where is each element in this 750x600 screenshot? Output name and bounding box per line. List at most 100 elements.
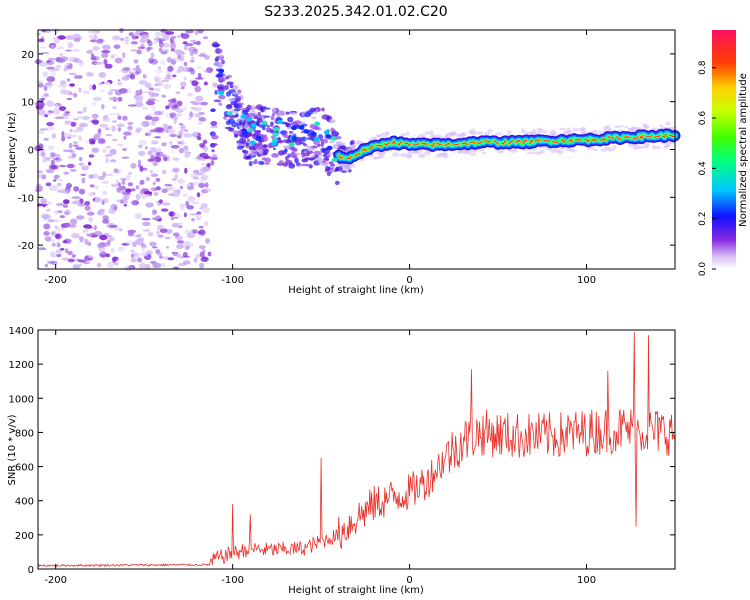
transition-speckle — [249, 149, 257, 156]
snr-y-tick-label: 1400 — [9, 326, 34, 337]
transition-speckle — [210, 125, 219, 129]
noise-speckle — [189, 101, 197, 104]
noise-speckle — [59, 215, 65, 219]
noise-speckle — [186, 183, 191, 187]
ridge-halo — [382, 135, 388, 138]
noise-speckle — [195, 172, 203, 176]
noise-speckle — [47, 126, 55, 131]
noise-speckle — [102, 44, 111, 50]
ridge-halo — [373, 156, 378, 161]
noise-speckle — [102, 219, 110, 224]
noise-speckle — [37, 109, 46, 116]
noise-speckle — [150, 52, 155, 58]
noise-speckle — [112, 120, 118, 123]
snr-y-tick-label: 800 — [15, 428, 34, 439]
noise-speckle — [198, 234, 203, 239]
noise-speckle — [121, 242, 130, 246]
noise-speckle — [163, 42, 170, 48]
noise-speckle — [88, 84, 93, 91]
ridge-halo — [521, 128, 525, 134]
transition-speckle — [291, 147, 298, 153]
noise-speckle — [125, 174, 132, 181]
transition-blob — [298, 125, 305, 130]
noise-speckle — [78, 263, 82, 267]
ridge-halo — [400, 133, 407, 137]
transition-speckle — [254, 145, 262, 150]
noise-speckle — [203, 146, 209, 153]
noise-speckle — [153, 111, 162, 116]
noise-speckle — [204, 221, 209, 227]
ridge-halo — [435, 134, 442, 137]
noise-speckle — [149, 59, 159, 65]
noise-speckle — [55, 104, 59, 111]
ridge-halo — [530, 148, 538, 152]
snr-panel: -200 -100 0 100 0 200 400 600 800 1000 1200 1400 H… — [7, 326, 676, 596]
noise-speckle — [167, 125, 173, 129]
noise-speckle — [81, 177, 86, 184]
noise-speckle — [113, 261, 119, 266]
transition-speckle — [301, 153, 306, 158]
noise-speckle — [41, 52, 50, 54]
spectrogram-x-tick-label: 100 — [577, 275, 596, 286]
noise-speckle — [45, 182, 52, 187]
noise-speckle — [105, 173, 114, 176]
noise-speckle — [53, 174, 58, 181]
noise-speckle — [198, 182, 206, 189]
noise-speckle — [167, 102, 177, 108]
transition-speckle — [247, 131, 252, 136]
noise-speckle — [42, 71, 49, 77]
noise-speckle — [47, 57, 56, 61]
noise-speckle — [76, 75, 80, 79]
noise-speckle — [199, 251, 205, 258]
noise-speckle — [92, 29, 99, 35]
ridge-halo — [559, 127, 566, 131]
transition-blob — [291, 136, 298, 141]
transition-speckle — [236, 140, 240, 143]
ridge-halo — [614, 125, 620, 129]
noise-speckle — [73, 92, 78, 98]
transition-blob — [303, 129, 310, 134]
spectrogram-x-label: Height of straight line (km) — [288, 285, 424, 296]
noise-speckle — [142, 229, 151, 232]
transition-speckle — [335, 166, 343, 172]
noise-speckle — [73, 141, 78, 144]
noise-speckle — [141, 217, 151, 221]
transition-speckle — [271, 112, 276, 117]
noise-speckle — [154, 31, 162, 37]
snr-y-ticks: 0 200 400 600 800 1000 1200 1400 — [9, 326, 675, 576]
transition-speckle — [250, 110, 256, 113]
noise-speckle — [103, 58, 108, 65]
noise-speckle — [56, 226, 61, 233]
transition-speckle — [209, 156, 218, 161]
noise-speckle — [196, 217, 201, 221]
noise-speckle — [51, 230, 57, 237]
noise-speckle — [145, 100, 155, 106]
noise-speckle — [175, 113, 182, 117]
transition-speckle — [242, 110, 249, 115]
ridge-halo — [405, 131, 410, 136]
ridge-halo — [419, 133, 426, 138]
noise-speckle — [156, 99, 161, 102]
noise-speckle — [157, 224, 164, 228]
noise-speckle — [196, 211, 202, 215]
noise-speckle — [116, 199, 121, 203]
noise-speckle — [71, 200, 81, 205]
noise-speckle — [160, 51, 168, 55]
noise-speckle — [48, 185, 58, 192]
noise-speckle — [51, 70, 57, 77]
noise-speckle — [191, 131, 198, 138]
noise-speckle — [35, 185, 44, 192]
noise-speckle — [147, 150, 153, 156]
transition-speckle — [285, 156, 289, 161]
noise-speckle — [150, 120, 156, 126]
noise-speckle — [155, 88, 161, 92]
ridge-halo — [526, 152, 534, 155]
noise-speckle — [51, 133, 57, 139]
transition-speckle — [329, 165, 335, 169]
noise-speckle — [137, 46, 146, 50]
noise-speckle — [64, 211, 70, 215]
noise-speckle — [113, 44, 121, 49]
noise-speckle — [154, 40, 158, 45]
ridge-halo — [555, 149, 561, 152]
